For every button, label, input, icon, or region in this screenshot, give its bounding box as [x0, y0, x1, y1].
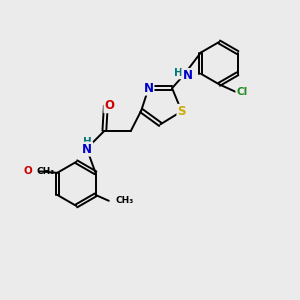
- Text: N: N: [143, 82, 154, 95]
- Text: Cl: Cl: [236, 87, 248, 97]
- Text: H: H: [83, 137, 92, 147]
- Text: O: O: [23, 166, 32, 176]
- Text: CH₃: CH₃: [36, 167, 54, 176]
- Text: S: S: [177, 105, 186, 118]
- Text: N: N: [182, 69, 192, 82]
- Text: CH₃: CH₃: [116, 196, 134, 205]
- Text: H: H: [174, 68, 183, 78]
- Text: N: N: [82, 142, 92, 156]
- Text: O: O: [104, 99, 114, 112]
